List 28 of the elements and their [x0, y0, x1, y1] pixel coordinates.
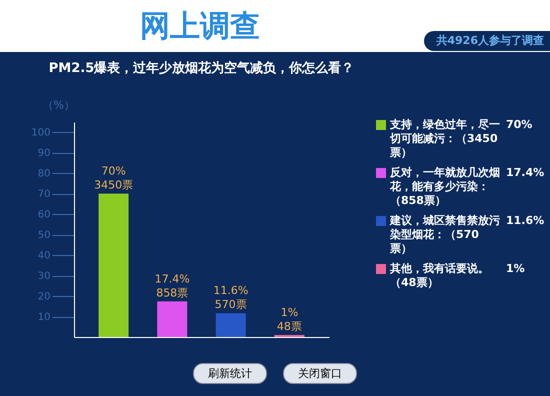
text: 1% 48票 [276, 306, 302, 333]
text: 70% 3450票 [94, 164, 134, 192]
legend-label: 反对，一年就放几次烟花，能有多少污染：（858票） [390, 166, 500, 208]
text: 11.6% [506, 214, 544, 229]
y-tick-label: 40 [38, 250, 50, 262]
y-tick-label: 30 [38, 271, 50, 282]
y-tick-label: 70 [38, 189, 50, 200]
y-tick-label: 50 [38, 230, 50, 242]
button[interactable]: 刷新统计 [193, 363, 267, 384]
text: 17.4% 858票 [154, 272, 190, 300]
legend-label: 建议，城区禁售禁放污染型烟花：（570票） [390, 214, 500, 256]
y-tick-label: 100 [31, 128, 50, 139]
chart-title: 网上调查 [140, 8, 260, 46]
y-tick-label: 20 [38, 292, 50, 303]
text: 70% [506, 118, 532, 133]
y-tick-label: 10 [38, 312, 50, 324]
y-tick-label: 60 [38, 210, 50, 221]
text: 1% [506, 262, 525, 277]
text: 共4926人参与了调查 [424, 31, 550, 51]
legend-label: 支持，绿色过年，尽一切可能减污：（3450票） [390, 118, 500, 160]
chart-subtitle: PM2.5爆表，过年少放烟花为空气减负，你怎么看？ [48, 60, 354, 76]
text: 17.4% [506, 166, 544, 181]
button[interactable]: 关闭窗口 [283, 363, 357, 384]
y-tick-label: 80 [38, 168, 50, 180]
text: 11.6% 570票 [213, 284, 248, 312]
legend-label: 其他，我有话要说。（48票） [390, 262, 490, 290]
y-tick-label: 90 [38, 148, 50, 160]
y-axis-title: （%） [42, 98, 75, 112]
